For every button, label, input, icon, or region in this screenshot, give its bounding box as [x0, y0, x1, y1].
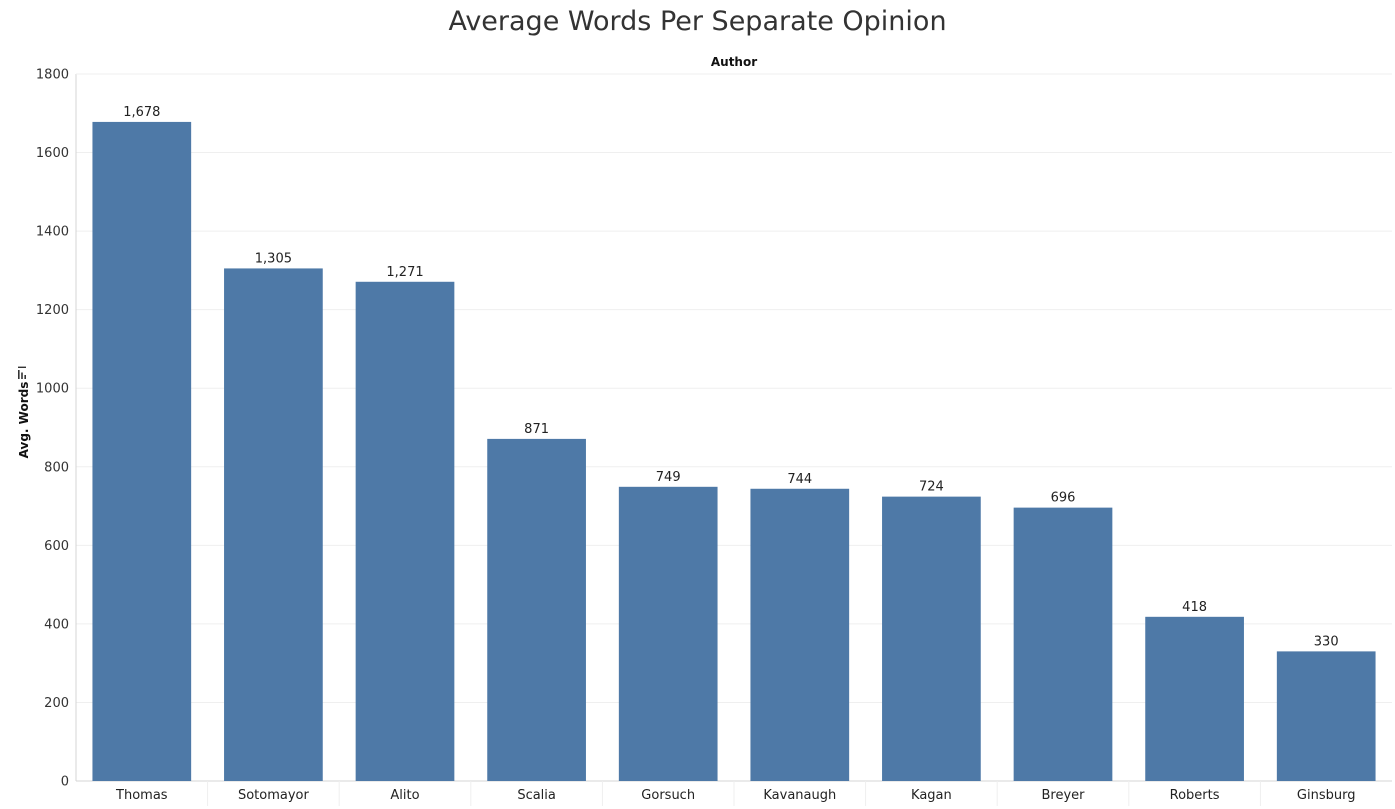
- bar-breyer[interactable]: [1013, 507, 1113, 781]
- x-category-label[interactable]: Sotomayor: [238, 788, 310, 803]
- y-tick-label: 1400: [36, 225, 69, 240]
- bar-roberts[interactable]: [1145, 616, 1244, 781]
- x-category-label[interactable]: Roberts: [1170, 788, 1220, 803]
- bar-kagan[interactable]: [882, 496, 981, 781]
- x-category-label[interactable]: Gorsuch: [641, 788, 695, 803]
- data-label: 1,271: [386, 265, 423, 280]
- data-labels: 1,678 1,305 1,271 871 749 744 724 696 418 330: [123, 105, 1338, 649]
- bar-scalia[interactable]: [487, 438, 586, 781]
- data-label: 749: [656, 470, 681, 485]
- x-category-label[interactable]: Breyer: [1041, 788, 1085, 803]
- x-category-label[interactable]: Scalia: [517, 788, 556, 803]
- data-label: 744: [787, 472, 812, 487]
- y-tick-label: 1800: [36, 68, 69, 83]
- bar-alito[interactable]: [355, 281, 455, 781]
- y-tick-label: 200: [44, 696, 69, 711]
- x-category-label[interactable]: Kagan: [911, 788, 952, 803]
- x-category-label[interactable]: Ginsburg: [1297, 788, 1356, 803]
- y-tick-label: 600: [44, 539, 69, 554]
- data-label: 696: [1051, 491, 1076, 506]
- y-tick-label: 400: [44, 617, 69, 632]
- x-axis-categories: Thomas Sotomayor Alito Scalia Gorsuch Kavanau…: [115, 788, 1355, 803]
- x-category-label[interactable]: Thomas: [115, 788, 168, 803]
- data-label: 724: [919, 480, 944, 495]
- data-label: 871: [524, 422, 549, 437]
- x-category-label[interactable]: Alito: [390, 788, 419, 803]
- bars: [92, 121, 1376, 782]
- chart-title: Average Words Per Separate Opinion: [448, 6, 947, 37]
- data-label: 1,678: [123, 105, 160, 120]
- y-tick-label: 1600: [36, 146, 69, 161]
- y-axis-title: Avg. Words: [17, 382, 31, 459]
- data-label: 330: [1314, 634, 1339, 649]
- sort-descending-icon[interactable]: [18, 366, 27, 379]
- data-label: 418: [1182, 600, 1207, 615]
- y-axis-ticks: 0 200 400 600 800 1000 1200 1400 1600 1800: [36, 68, 69, 790]
- bar-sotomayor[interactable]: [224, 268, 323, 781]
- y-axis-title-group: Avg. Words: [17, 366, 31, 459]
- bar-kavanaugh[interactable]: [750, 488, 850, 781]
- bar-ginsburg[interactable]: [1276, 651, 1376, 781]
- y-tick-label: 800: [44, 460, 69, 475]
- y-tick-label: 0: [61, 775, 69, 790]
- y-tick-label: 1000: [36, 382, 69, 397]
- y-tick-label: 1200: [36, 303, 69, 318]
- data-label: 1,305: [255, 251, 292, 266]
- x-category-label[interactable]: Kavanaugh: [763, 788, 836, 803]
- x-axis-title: Author: [711, 55, 757, 69]
- bar-thomas[interactable]: [92, 121, 192, 782]
- bar-gorsuch[interactable]: [618, 486, 718, 781]
